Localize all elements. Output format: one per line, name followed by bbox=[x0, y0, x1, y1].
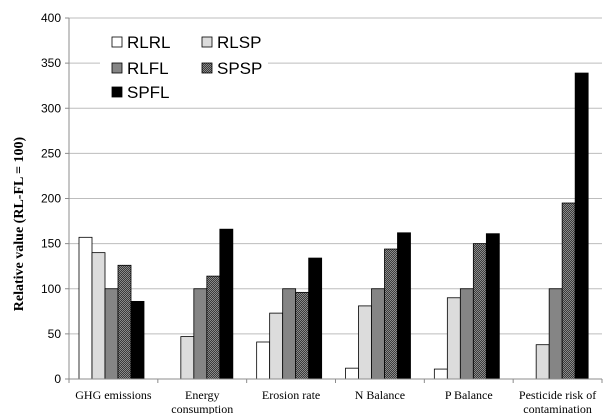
bar-spfl bbox=[219, 228, 234, 380]
legend-label-rlfl: RLFL bbox=[127, 59, 169, 78]
bar-rlsp bbox=[358, 305, 372, 380]
bar-spsp bbox=[384, 248, 398, 380]
bars bbox=[78, 72, 589, 380]
y-tick-label: 350 bbox=[41, 56, 61, 70]
legend-label-spfl: SPFL bbox=[127, 83, 170, 102]
legend-swatch-spfl bbox=[111, 86, 123, 98]
bar-rlfl bbox=[193, 288, 208, 380]
legend-swatch-spsp bbox=[201, 62, 213, 74]
bar-spfl bbox=[308, 257, 323, 380]
y-tick-label: 50 bbox=[48, 327, 62, 341]
legend-label-spsp: SPSP bbox=[217, 59, 262, 78]
bar-spsp bbox=[561, 202, 576, 380]
bar-spsp bbox=[295, 291, 310, 380]
x-tick-label: contamination bbox=[523, 402, 592, 414]
y-axis-ticks: 0 50 100 150 200 250 300 350 400 bbox=[41, 11, 69, 386]
bar-rlsp bbox=[535, 344, 550, 380]
bar-rlfl bbox=[548, 288, 563, 380]
legend: RLRL RLSP RLFL SPSP SPFL bbox=[100, 28, 268, 104]
bar-rlrl bbox=[256, 341, 271, 380]
bar-rlfl bbox=[104, 288, 119, 380]
x-tick-label: Energy bbox=[185, 388, 219, 402]
legend-label-rlrl: RLRL bbox=[127, 33, 170, 52]
bar-rlfl bbox=[371, 288, 385, 380]
bar-rlfl bbox=[282, 288, 297, 380]
x-tick-label: GHG emissions bbox=[75, 388, 152, 402]
bar-spsp bbox=[117, 264, 132, 380]
bar-spsp bbox=[206, 275, 221, 380]
axes bbox=[68, 18, 603, 383]
bar-rlrl bbox=[433, 368, 448, 380]
bar-spfl bbox=[485, 233, 500, 380]
bar-rlsp bbox=[446, 297, 461, 380]
bar-rlsp bbox=[180, 336, 195, 380]
x-tick-label: Erosion rate bbox=[262, 388, 320, 402]
x-tick-label: P Balance bbox=[445, 388, 493, 402]
y-tick-label: 300 bbox=[41, 101, 61, 115]
bar-spfl bbox=[397, 232, 411, 380]
legend-label-rlsp: RLSP bbox=[217, 33, 261, 52]
bar-rlfl bbox=[459, 288, 474, 380]
bar-rlrl bbox=[78, 236, 93, 380]
y-tick-label: 250 bbox=[41, 146, 61, 160]
bar-spfl bbox=[130, 300, 145, 380]
y-tick-label: 100 bbox=[41, 282, 61, 296]
x-tick-label: consumption bbox=[171, 402, 233, 414]
legend-swatch-rlsp bbox=[201, 36, 213, 48]
bar-rlrl bbox=[345, 367, 359, 380]
y-tick-label: 150 bbox=[41, 237, 61, 251]
bar-spsp bbox=[472, 243, 487, 380]
legend-swatch-rlrl bbox=[111, 36, 123, 48]
bar-rlsp bbox=[91, 252, 106, 380]
y-axis-title: Relative value (RL-FL = 100) bbox=[12, 136, 27, 311]
y-tick-label: 200 bbox=[41, 192, 61, 206]
bar-spfl bbox=[574, 72, 589, 380]
x-tick-label: Pesticide risk of bbox=[519, 388, 596, 402]
legend-swatch-rlfl bbox=[111, 62, 123, 74]
legend-background bbox=[100, 28, 268, 104]
bar-rlsp bbox=[269, 312, 284, 380]
y-tick-label: 0 bbox=[54, 372, 61, 386]
x-tick-label: N Balance bbox=[355, 388, 405, 402]
y-tick-label: 400 bbox=[41, 11, 61, 25]
